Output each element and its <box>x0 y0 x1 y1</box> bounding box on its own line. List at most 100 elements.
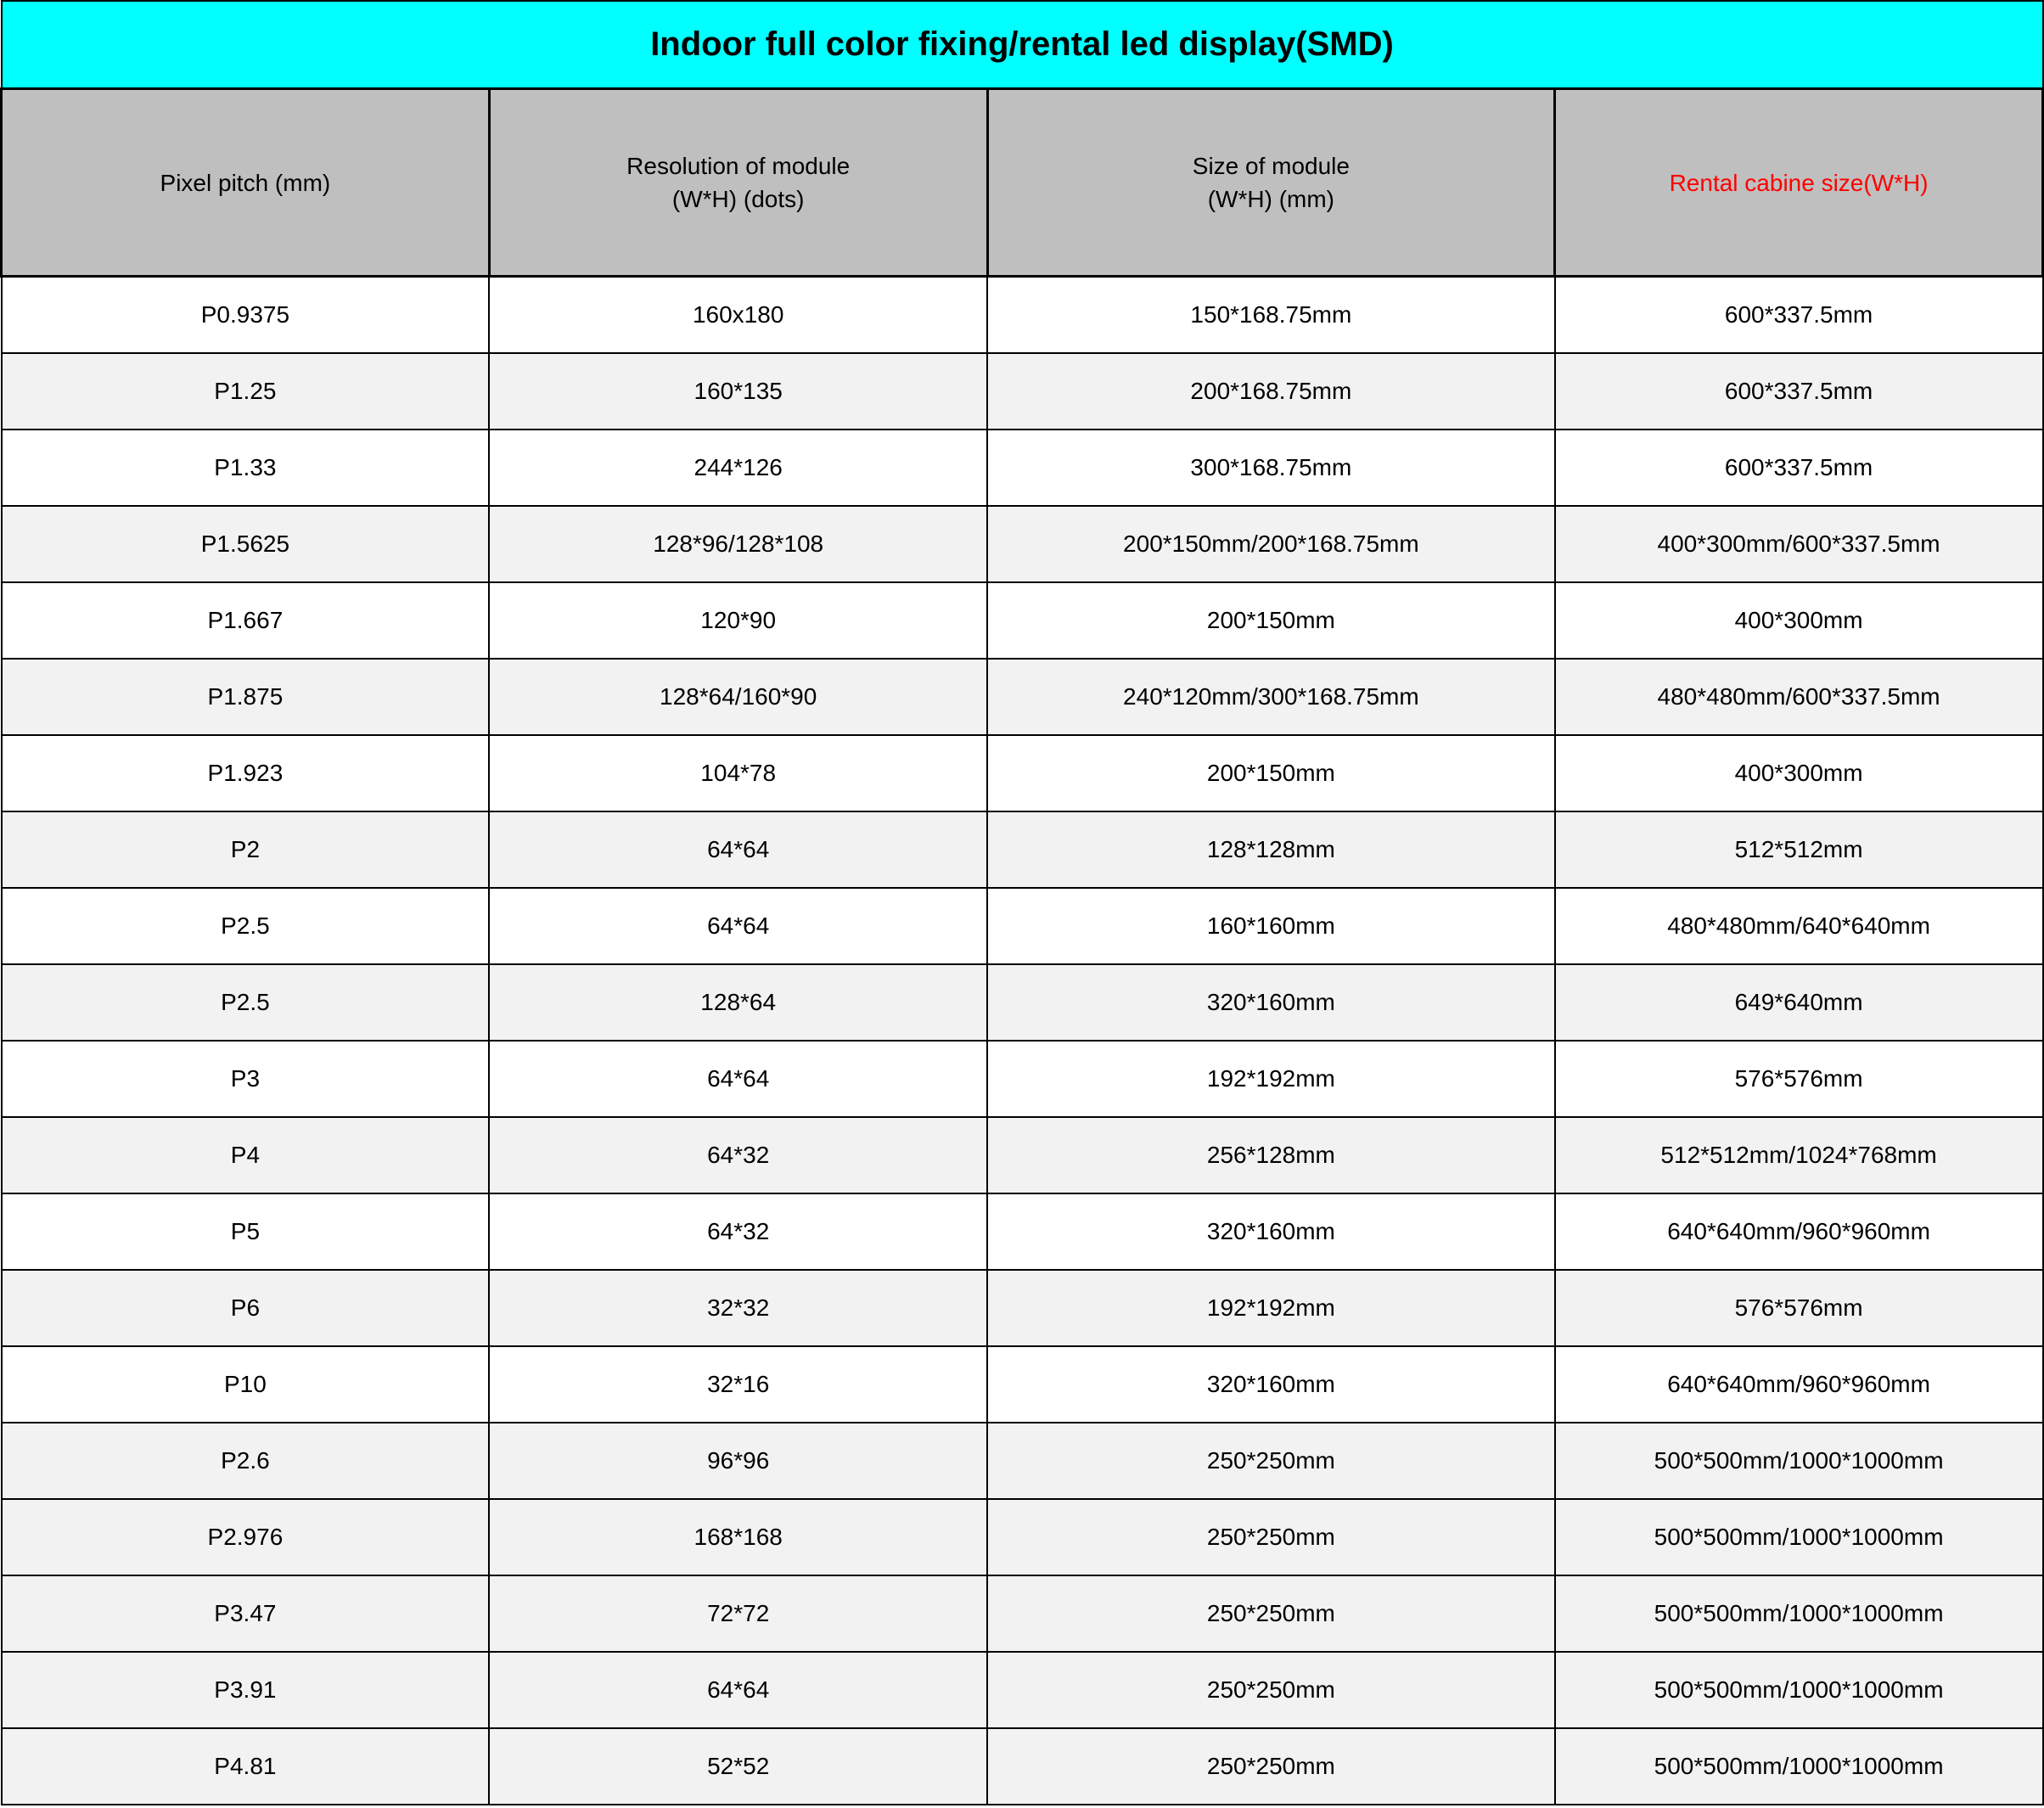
table-cell: 160*135 <box>489 353 987 430</box>
table-cell: 160x180 <box>489 277 987 354</box>
table-cell: 600*337.5mm <box>1555 430 2043 506</box>
table-cell: 320*160mm <box>987 1193 1555 1270</box>
table-cell: P10 <box>2 1346 490 1423</box>
table-row: P0.9375160x180150*168.75mm600*337.5mm <box>2 277 2043 354</box>
table-cell: 256*128mm <box>987 1117 1555 1193</box>
table-row: P464*32256*128mm512*512mm/1024*768mm <box>2 1117 2043 1193</box>
table-cell: 64*32 <box>489 1193 987 1270</box>
table-cell: 168*168 <box>489 1499 987 1575</box>
table-cell: 200*168.75mm <box>987 353 1555 430</box>
table-cell: 32*32 <box>489 1270 987 1346</box>
column-header: Rental cabine size(W*H) <box>1555 89 2043 277</box>
table-cell: P1.923 <box>2 735 490 811</box>
table-cell: P4.81 <box>2 1728 490 1805</box>
table-row: P2.976168*168250*250mm500*500mm/1000*100… <box>2 1499 2043 1575</box>
table-cell: P6 <box>2 1270 490 1346</box>
table-cell: P4 <box>2 1117 490 1193</box>
table-body: Indoor full color fixing/rental led disp… <box>2 1 2043 1805</box>
table-cell: 320*160mm <box>987 964 1555 1041</box>
table-cell: 64*32 <box>489 1117 987 1193</box>
table-cell: 400*300mm <box>1555 735 2043 811</box>
table-cell: 150*168.75mm <box>987 277 1555 354</box>
table-row: P1.5625128*96/128*108200*150mm/200*168.7… <box>2 506 2043 582</box>
table-cell: P1.5625 <box>2 506 490 582</box>
table-cell: 250*250mm <box>987 1728 1555 1805</box>
table-cell: 244*126 <box>489 430 987 506</box>
table-cell: 128*64/160*90 <box>489 659 987 735</box>
table-row: P1.33244*126300*168.75mm600*337.5mm <box>2 430 2043 506</box>
table-cell: 128*96/128*108 <box>489 506 987 582</box>
table-row: P4.8152*52250*250mm500*500mm/1000*1000mm <box>2 1728 2043 1805</box>
table-cell: 500*500mm/1000*1000mm <box>1555 1728 2043 1805</box>
table-cell: 480*480mm/640*640mm <box>1555 888 2043 964</box>
table-row: P1.667120*90200*150mm400*300mm <box>2 582 2043 659</box>
table-cell: 500*500mm/1000*1000mm <box>1555 1423 2043 1499</box>
table-row: P2.696*96250*250mm500*500mm/1000*1000mm <box>2 1423 2043 1499</box>
table-cell: 52*52 <box>489 1728 987 1805</box>
table-row: P564*32320*160mm640*640mm/960*960mm <box>2 1193 2043 1270</box>
table-cell: 576*576mm <box>1555 1270 2043 1346</box>
table-row: P632*32192*192mm576*576mm <box>2 1270 2043 1346</box>
table-cell: 120*90 <box>489 582 987 659</box>
column-header: Size of module(W*H) (mm) <box>987 89 1555 277</box>
table-row: P1032*16320*160mm640*640mm/960*960mm <box>2 1346 2043 1423</box>
table-cell: 72*72 <box>489 1575 987 1652</box>
table-cell: P1.25 <box>2 353 490 430</box>
table-cell: P1.875 <box>2 659 490 735</box>
table-cell: P2 <box>2 811 490 888</box>
table-cell: P2.5 <box>2 964 490 1041</box>
table-row: P1.25160*135200*168.75mm600*337.5mm <box>2 353 2043 430</box>
table-cell: 400*300mm <box>1555 582 2043 659</box>
table-cell: P5 <box>2 1193 490 1270</box>
table-row: P264*64128*128mm512*512mm <box>2 811 2043 888</box>
table-cell: 512*512mm/1024*768mm <box>1555 1117 2043 1193</box>
table-row: P3.9164*64250*250mm500*500mm/1000*1000mm <box>2 1652 2043 1728</box>
table-row: P2.5128*64320*160mm649*640mm <box>2 964 2043 1041</box>
table-cell: P3.47 <box>2 1575 490 1652</box>
table-cell: P2.6 <box>2 1423 490 1499</box>
header-row: Pixel pitch (mm)Resolution of module(W*H… <box>2 89 2043 277</box>
table-cell: 96*96 <box>489 1423 987 1499</box>
table-cell: P1.667 <box>2 582 490 659</box>
table-cell: 192*192mm <box>987 1270 1555 1346</box>
table-cell: 512*512mm <box>1555 811 2043 888</box>
table-cell: 400*300mm/600*337.5mm <box>1555 506 2043 582</box>
title-row: Indoor full color fixing/rental led disp… <box>2 1 2043 89</box>
table-cell: 240*120mm/300*168.75mm <box>987 659 1555 735</box>
table-cell: 128*64 <box>489 964 987 1041</box>
table-cell: 200*150mm <box>987 735 1555 811</box>
table-cell: 64*64 <box>489 888 987 964</box>
table-cell: 160*160mm <box>987 888 1555 964</box>
column-header: Resolution of module(W*H) (dots) <box>489 89 987 277</box>
table-cell: 32*16 <box>489 1346 987 1423</box>
table-cell: 500*500mm/1000*1000mm <box>1555 1575 2043 1652</box>
table-title: Indoor full color fixing/rental led disp… <box>2 1 2043 89</box>
table-cell: 200*150mm <box>987 582 1555 659</box>
table-row: P3.4772*72250*250mm500*500mm/1000*1000mm <box>2 1575 2043 1652</box>
table-cell: P0.9375 <box>2 277 490 354</box>
table-cell: 104*78 <box>489 735 987 811</box>
table-cell: 64*64 <box>489 811 987 888</box>
table-cell: P3.91 <box>2 1652 490 1728</box>
table-row: P2.564*64160*160mm480*480mm/640*640mm <box>2 888 2043 964</box>
table-row: P1.875128*64/160*90240*120mm/300*168.75m… <box>2 659 2043 735</box>
table-row: P1.923104*78200*150mm400*300mm <box>2 735 2043 811</box>
table-cell: 640*640mm/960*960mm <box>1555 1193 2043 1270</box>
table-cell: 128*128mm <box>987 811 1555 888</box>
table-cell: P2.976 <box>2 1499 490 1575</box>
table-cell: 250*250mm <box>987 1423 1555 1499</box>
table-cell: 480*480mm/600*337.5mm <box>1555 659 2043 735</box>
table-cell: 64*64 <box>489 1652 987 1728</box>
table-cell: P1.33 <box>2 430 490 506</box>
table-cell: P2.5 <box>2 888 490 964</box>
table-cell: 250*250mm <box>987 1499 1555 1575</box>
table-row: P364*64192*192mm576*576mm <box>2 1041 2043 1117</box>
table-cell: 649*640mm <box>1555 964 2043 1041</box>
table-cell: 64*64 <box>489 1041 987 1117</box>
spec-table-container: Indoor full color fixing/rental led disp… <box>0 0 2044 1805</box>
led-spec-table: Indoor full color fixing/rental led disp… <box>0 0 2044 1805</box>
table-cell: 576*576mm <box>1555 1041 2043 1117</box>
table-cell: 640*640mm/960*960mm <box>1555 1346 2043 1423</box>
table-cell: 320*160mm <box>987 1346 1555 1423</box>
table-cell: 600*337.5mm <box>1555 277 2043 354</box>
